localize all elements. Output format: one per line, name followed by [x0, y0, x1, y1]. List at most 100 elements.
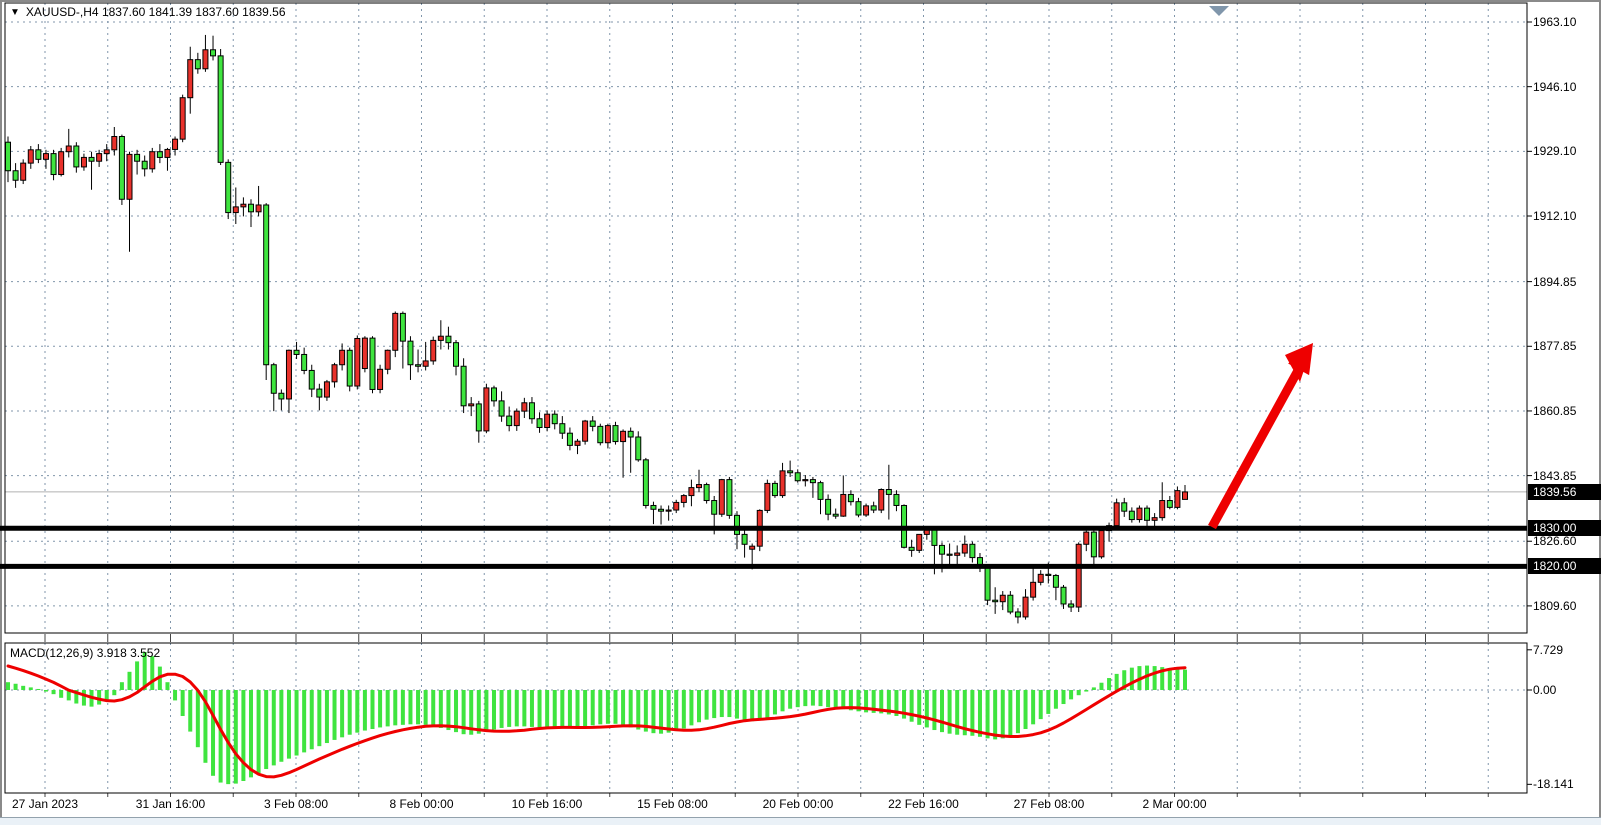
macd-bar: [173, 690, 178, 701]
macd-bar: [537, 690, 542, 728]
macd-bar: [583, 690, 588, 727]
macd-bar: [590, 690, 595, 726]
macd-bar: [1175, 669, 1180, 690]
macd-bar: [765, 690, 770, 718]
macd-bar: [621, 690, 626, 726]
macd-bar: [1000, 690, 1005, 739]
ohlc-open: 1837.60: [101, 5, 146, 19]
macd-bar: [962, 690, 967, 736]
candle-bear: [809, 479, 816, 484]
macd-bar: [28, 687, 33, 690]
ohlc-high: 1841.39: [148, 5, 193, 19]
candle-bull: [232, 206, 239, 214]
macd-bar: [598, 690, 603, 725]
candle-bull: [513, 410, 520, 427]
macd-bar: [286, 690, 291, 759]
macd-bar: [142, 652, 147, 690]
candle-bear: [931, 528, 938, 546]
candle-bear: [316, 388, 323, 398]
candle-bear: [711, 500, 718, 515]
macd-bar: [507, 690, 512, 727]
macd-bar: [165, 682, 170, 690]
price-axis-label: 1963.10: [1533, 15, 1577, 29]
candle-bear: [1014, 611, 1021, 618]
time-axis-label: 8 Feb 00:00: [389, 797, 454, 811]
macd-bar: [947, 690, 952, 734]
candle-bear: [832, 513, 839, 517]
candle-bear: [1052, 574, 1059, 588]
candle-bear: [1007, 594, 1014, 613]
macd-bar: [818, 690, 823, 707]
macd-bar: [955, 690, 960, 735]
macd-bar: [362, 690, 367, 731]
candle-bull: [126, 153, 133, 200]
macd-signal-value: 3.552: [130, 646, 161, 660]
macd-bar: [613, 690, 618, 724]
candle-bear: [506, 415, 513, 427]
macd-bar: [1183, 669, 1187, 690]
candle-bull: [27, 149, 34, 164]
macd-name: MACD(12,26,9): [10, 646, 94, 660]
candle-bull: [696, 484, 703, 489]
candle-bear: [566, 432, 573, 446]
macd-bar: [712, 690, 717, 719]
candle-bull: [285, 349, 292, 400]
macd-bar: [74, 690, 79, 704]
macd-bar: [560, 690, 565, 729]
macd-bar: [894, 690, 899, 716]
candle-bear: [559, 423, 566, 434]
macd-bar: [772, 690, 777, 715]
candle-bull: [1022, 596, 1029, 618]
macd-bar: [803, 690, 808, 707]
macd-bar: [1084, 690, 1089, 692]
chart-shift-marker-icon[interactable]: [1209, 6, 1229, 16]
macd-bar: [810, 690, 815, 706]
macd-bar: [666, 690, 671, 733]
macd-bar: [469, 690, 474, 735]
macd-bar: [681, 690, 686, 729]
price-axis-label: 1860.85: [1533, 403, 1577, 418]
candle-bull: [149, 151, 156, 170]
candle-bull: [521, 402, 528, 412]
candle-bull: [1151, 517, 1158, 521]
time-axis-label: 3 Feb 08:00: [263, 797, 329, 811]
candle-bear: [346, 349, 353, 387]
macd-bar: [1015, 690, 1020, 734]
macd-bar: [21, 685, 26, 690]
macd-bar: [51, 690, 56, 695]
candle-bear: [551, 413, 558, 425]
candle-bear: [308, 369, 315, 390]
candle-bull: [430, 339, 437, 362]
price-axis-label: 1877.85: [1533, 339, 1577, 354]
candle-bear: [445, 335, 452, 344]
macd-bar: [750, 690, 755, 722]
candle-bear: [399, 312, 406, 342]
candle-bull: [354, 337, 361, 387]
candle-bear: [5, 141, 11, 172]
candle-bull: [164, 148, 171, 158]
macd-bar: [438, 690, 443, 728]
candle-bear: [1144, 507, 1151, 521]
macd-bar: [36, 688, 41, 690]
candle-bear: [741, 533, 748, 545]
macd-bar: [226, 690, 231, 785]
candle-bull: [544, 413, 551, 428]
macd-bar: [279, 690, 284, 762]
macd-bar: [408, 690, 413, 725]
time-axis-label: 27 Jan 2023: [11, 797, 79, 811]
macd-bar: [932, 690, 937, 731]
macd-bar: [370, 690, 375, 729]
candle-bull: [1174, 490, 1181, 508]
macd-bar: [66, 690, 71, 701]
price-axis-label: 1894.85: [1533, 274, 1577, 289]
macd-bar: [871, 690, 876, 713]
arrow-shaft[interactable]: [1208, 362, 1305, 530]
symbol-dropdown-icon[interactable]: ▼: [10, 7, 20, 18]
macd-bar: [674, 690, 679, 732]
candle-bear: [475, 403, 482, 432]
macd-bar: [575, 690, 580, 728]
candle-bear: [1090, 531, 1097, 558]
macd-bar: [977, 690, 982, 737]
macd-bar: [150, 656, 155, 690]
